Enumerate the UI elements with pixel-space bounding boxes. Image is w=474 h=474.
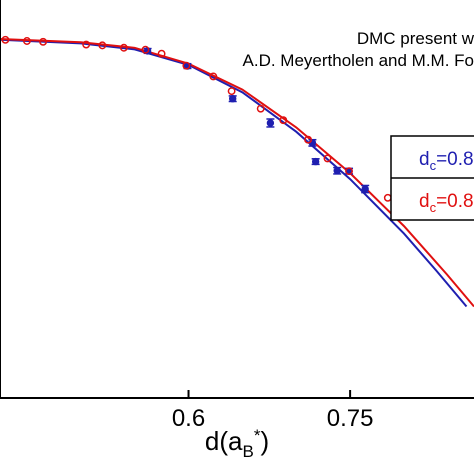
- series-2-point: [119, 43, 128, 52]
- marker: [311, 157, 320, 166]
- annotation-line-2: A.D. Meyertholen and M.M. Fo: [243, 51, 474, 70]
- series-1-point: [333, 166, 342, 175]
- legend-entry-2-main: d: [419, 191, 430, 212]
- x-axis-title-sub: B: [242, 442, 253, 461]
- series-2-point: [157, 49, 166, 58]
- x-axis-title-sup: *: [254, 426, 261, 445]
- marker: [228, 95, 237, 103]
- marker: [361, 185, 369, 193]
- legend-entry-2: dc=0.8: [419, 191, 474, 215]
- annotations: DMC present w A.D. Meyertholen and M.M. …: [243, 29, 474, 70]
- marker: [209, 72, 218, 81]
- marker: [22, 37, 31, 45]
- legend-entry-1-sub: c: [430, 158, 437, 173]
- marker: [227, 87, 236, 96]
- legend-entry-1: dc=0.8: [419, 149, 474, 173]
- legend-entry-1-rest: =0.8: [436, 149, 474, 170]
- series-2-point: [279, 116, 288, 125]
- x-tick-label: 0.75: [327, 405, 374, 432]
- plot-frame: [0, 0, 474, 399]
- marker: [266, 119, 275, 127]
- series-2-point: [1, 35, 10, 44]
- annotation-line-1: DMC present w: [357, 29, 474, 48]
- marker: [182, 61, 191, 70]
- x-tick-label: 0.6: [172, 405, 205, 432]
- marker: [119, 43, 128, 52]
- marker: [256, 104, 265, 113]
- series-2-point: [345, 167, 353, 176]
- legend: dc=0.8 dc=0.8: [390, 135, 474, 221]
- x-axis-ticks: 0.6 0.75: [172, 390, 374, 432]
- series-2-point: [22, 37, 31, 45]
- series-1-point: [266, 118, 275, 128]
- marker: [98, 41, 107, 50]
- series-2-point: [256, 104, 265, 113]
- fit-curve-1: [0, 38, 468, 308]
- marker: [323, 154, 332, 163]
- series-2-point: [39, 37, 48, 46]
- series-2-point: [98, 41, 107, 50]
- series-2-point: [304, 135, 313, 144]
- x-axis-title-close: ): [260, 426, 269, 456]
- x-axis-title: d(aB*): [205, 426, 269, 461]
- marker: [157, 49, 166, 58]
- fit-curve-2: [0, 38, 474, 308]
- x-axis-title-main: d(a: [205, 426, 243, 456]
- series-2-point: [209, 72, 218, 81]
- series-2-point: [182, 61, 191, 70]
- marker: [333, 167, 341, 175]
- legend-entry-2-rest: =0.8: [436, 191, 474, 212]
- series-1-point: [228, 95, 237, 103]
- series-2-point: [82, 40, 91, 49]
- data-markers: [1, 35, 392, 202]
- legend-entry-2-sub: c: [430, 200, 437, 215]
- series-1-point: [311, 157, 320, 166]
- series-2-point: [141, 45, 150, 54]
- marker: [304, 135, 313, 144]
- marker: [279, 116, 288, 125]
- series-1-point: [361, 184, 370, 194]
- marker: [141, 45, 150, 54]
- fit-curves: [0, 38, 474, 308]
- marker: [39, 37, 48, 46]
- marker: [82, 40, 91, 49]
- series-2-point: [323, 154, 332, 163]
- series-2-point: [227, 87, 236, 96]
- marker: [345, 167, 353, 176]
- marker: [1, 35, 10, 44]
- legend-entry-1-main: d: [419, 149, 430, 170]
